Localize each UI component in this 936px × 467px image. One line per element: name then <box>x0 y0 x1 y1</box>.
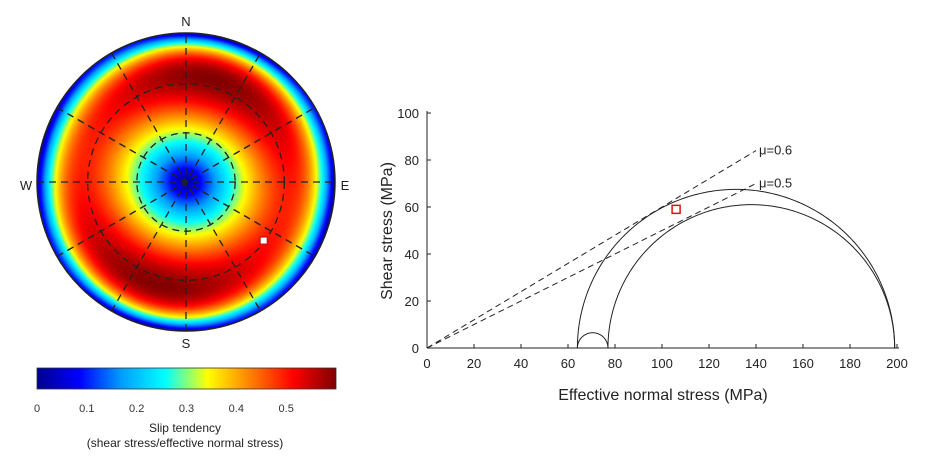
y-axis-label: Shear stress (MPa) <box>379 162 396 300</box>
mohr-marker-group <box>671 204 681 215</box>
y-tick-label: 60 <box>405 200 419 215</box>
mohr-circle <box>607 204 896 349</box>
friction-line-label: μ=0.5 <box>759 176 792 191</box>
pole-marker <box>259 236 268 245</box>
stereonet-grid-circle <box>87 83 285 281</box>
stereonet-grid-lines <box>37 33 335 331</box>
x-tick-label: 100 <box>651 356 673 371</box>
compass-south-label: S <box>182 336 191 351</box>
colorbar-subtitle: (shear stress/effective normal stress) <box>87 436 284 450</box>
compass-east-label: E <box>341 178 350 193</box>
compass-north-label: N <box>181 14 190 29</box>
colorbar-tick-label: 0.5 <box>279 403 294 415</box>
colorbar-tick-label: 0 <box>34 403 40 415</box>
x-tick-label: 20 <box>467 356 481 371</box>
x-tick-label: 0 <box>423 356 430 371</box>
x-tick-label: 60 <box>561 356 575 371</box>
stereonet-grid-radial <box>110 52 262 312</box>
colorbar-tick-label: 0.2 <box>129 403 144 415</box>
x-tick-label: 40 <box>514 356 528 371</box>
y-tick-label: 40 <box>405 247 419 262</box>
friction-line-label: μ=0.6 <box>759 143 792 158</box>
mohr-axes: 0 20 40 60 80 100 120 140 160 180 200 0 20 40 60 80 100 <box>397 106 908 371</box>
colorbar-gradient <box>36 367 337 390</box>
compass-west-label: W <box>20 178 33 193</box>
x-tick-label: 200 <box>886 356 908 371</box>
y-tick-label: 20 <box>405 294 419 309</box>
friction-line <box>426 183 757 349</box>
y-tick-label: 80 <box>405 153 419 168</box>
x-tick-label: 80 <box>608 356 622 371</box>
colorbar: 0 0.1 0.2 0.3 0.4 0.5 Slip tendency (shear st… <box>34 367 337 450</box>
stereonet: N S E W <box>20 14 350 351</box>
x-tick-label: 160 <box>792 356 814 371</box>
x-axis-label: Effective normal stress (MPa) <box>558 387 768 404</box>
y-tick-label: 0 <box>412 341 419 356</box>
mohr-marker <box>671 204 681 215</box>
colorbar-ticks: 0 0.1 0.2 0.3 0.4 0.5 <box>34 403 294 415</box>
x-tick-label: 140 <box>745 356 767 371</box>
colorbar-tick-label: 0.4 <box>229 403 244 415</box>
stereonet-outline <box>36 32 336 332</box>
mohr-circle <box>576 332 609 348</box>
colorbar-tick-label: 0.3 <box>179 403 194 415</box>
mohr-circles <box>576 188 896 349</box>
friction-lines: μ=0.6 μ=0.5 <box>426 143 792 349</box>
friction-line <box>426 150 757 349</box>
colorbar-title: Slip tendency <box>149 421 221 435</box>
x-tick-label: 120 <box>698 356 720 371</box>
y-tick-label: 100 <box>397 106 419 121</box>
colorbar-tick-label: 0.1 <box>79 403 94 415</box>
mohr-circle <box>576 188 896 349</box>
mohr-diagram: 0 20 40 60 80 100 120 140 160 180 200020406080100 … <box>379 106 908 404</box>
x-tick-label: 180 <box>839 356 861 371</box>
